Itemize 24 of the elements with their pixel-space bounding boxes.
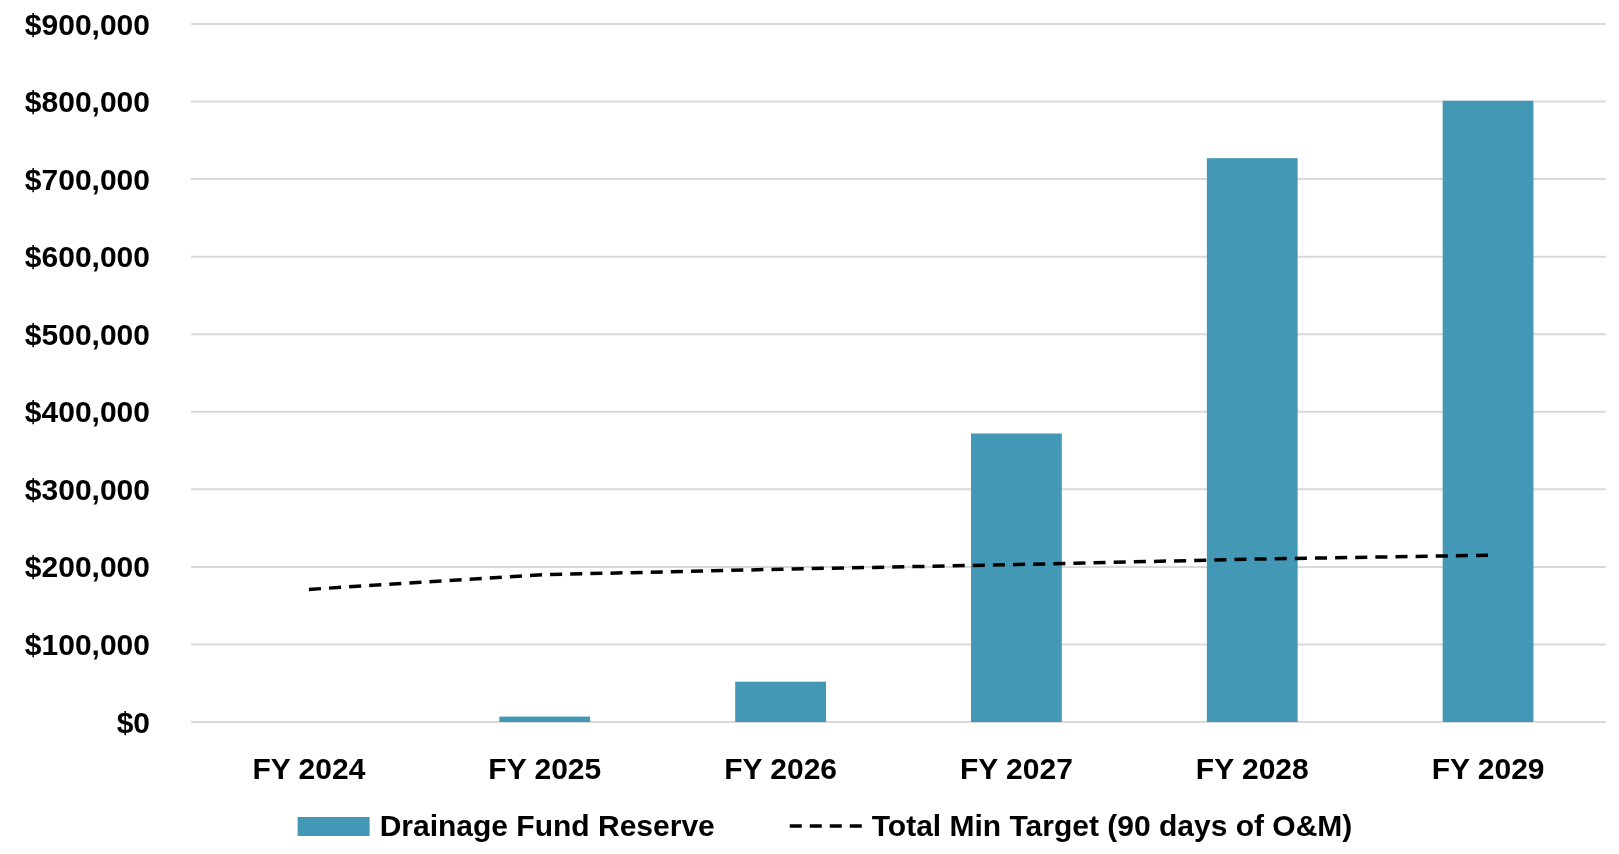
x-tick-label: FY 2025 bbox=[488, 752, 602, 785]
y-tick-label: $300,000 bbox=[24, 472, 150, 506]
bar bbox=[1442, 100, 1534, 722]
x-tick-label: FY 2024 bbox=[252, 752, 366, 785]
bar bbox=[971, 433, 1062, 722]
y-tick-label: $800,000 bbox=[24, 85, 150, 119]
y-tick-label: $200,000 bbox=[24, 550, 150, 584]
legend-label: Drainage Fund Reserve bbox=[379, 809, 715, 842]
x-tick-label: FY 2028 bbox=[1195, 752, 1309, 785]
line-series bbox=[307, 553, 1490, 592]
y-tick-label: $400,000 bbox=[24, 395, 150, 429]
y-tick-label: $600,000 bbox=[24, 240, 150, 274]
bar bbox=[499, 716, 591, 722]
bar bbox=[735, 681, 826, 722]
x-tick-label: FY 2027 bbox=[959, 752, 1073, 785]
x-tick-label: FY 2026 bbox=[724, 752, 838, 785]
y-tick-label: $700,000 bbox=[24, 162, 150, 196]
y-tick-label: $100,000 bbox=[24, 627, 150, 661]
y-tick-label: $900,000 bbox=[24, 7, 150, 41]
bar bbox=[1206, 158, 1298, 722]
y-tick-label: $500,000 bbox=[24, 317, 150, 351]
y-tick-label: $0 bbox=[116, 705, 150, 739]
x-tick-label: FY 2029 bbox=[1431, 752, 1545, 785]
legend-label: Total Min Target (90 days of O&M) bbox=[871, 809, 1353, 842]
